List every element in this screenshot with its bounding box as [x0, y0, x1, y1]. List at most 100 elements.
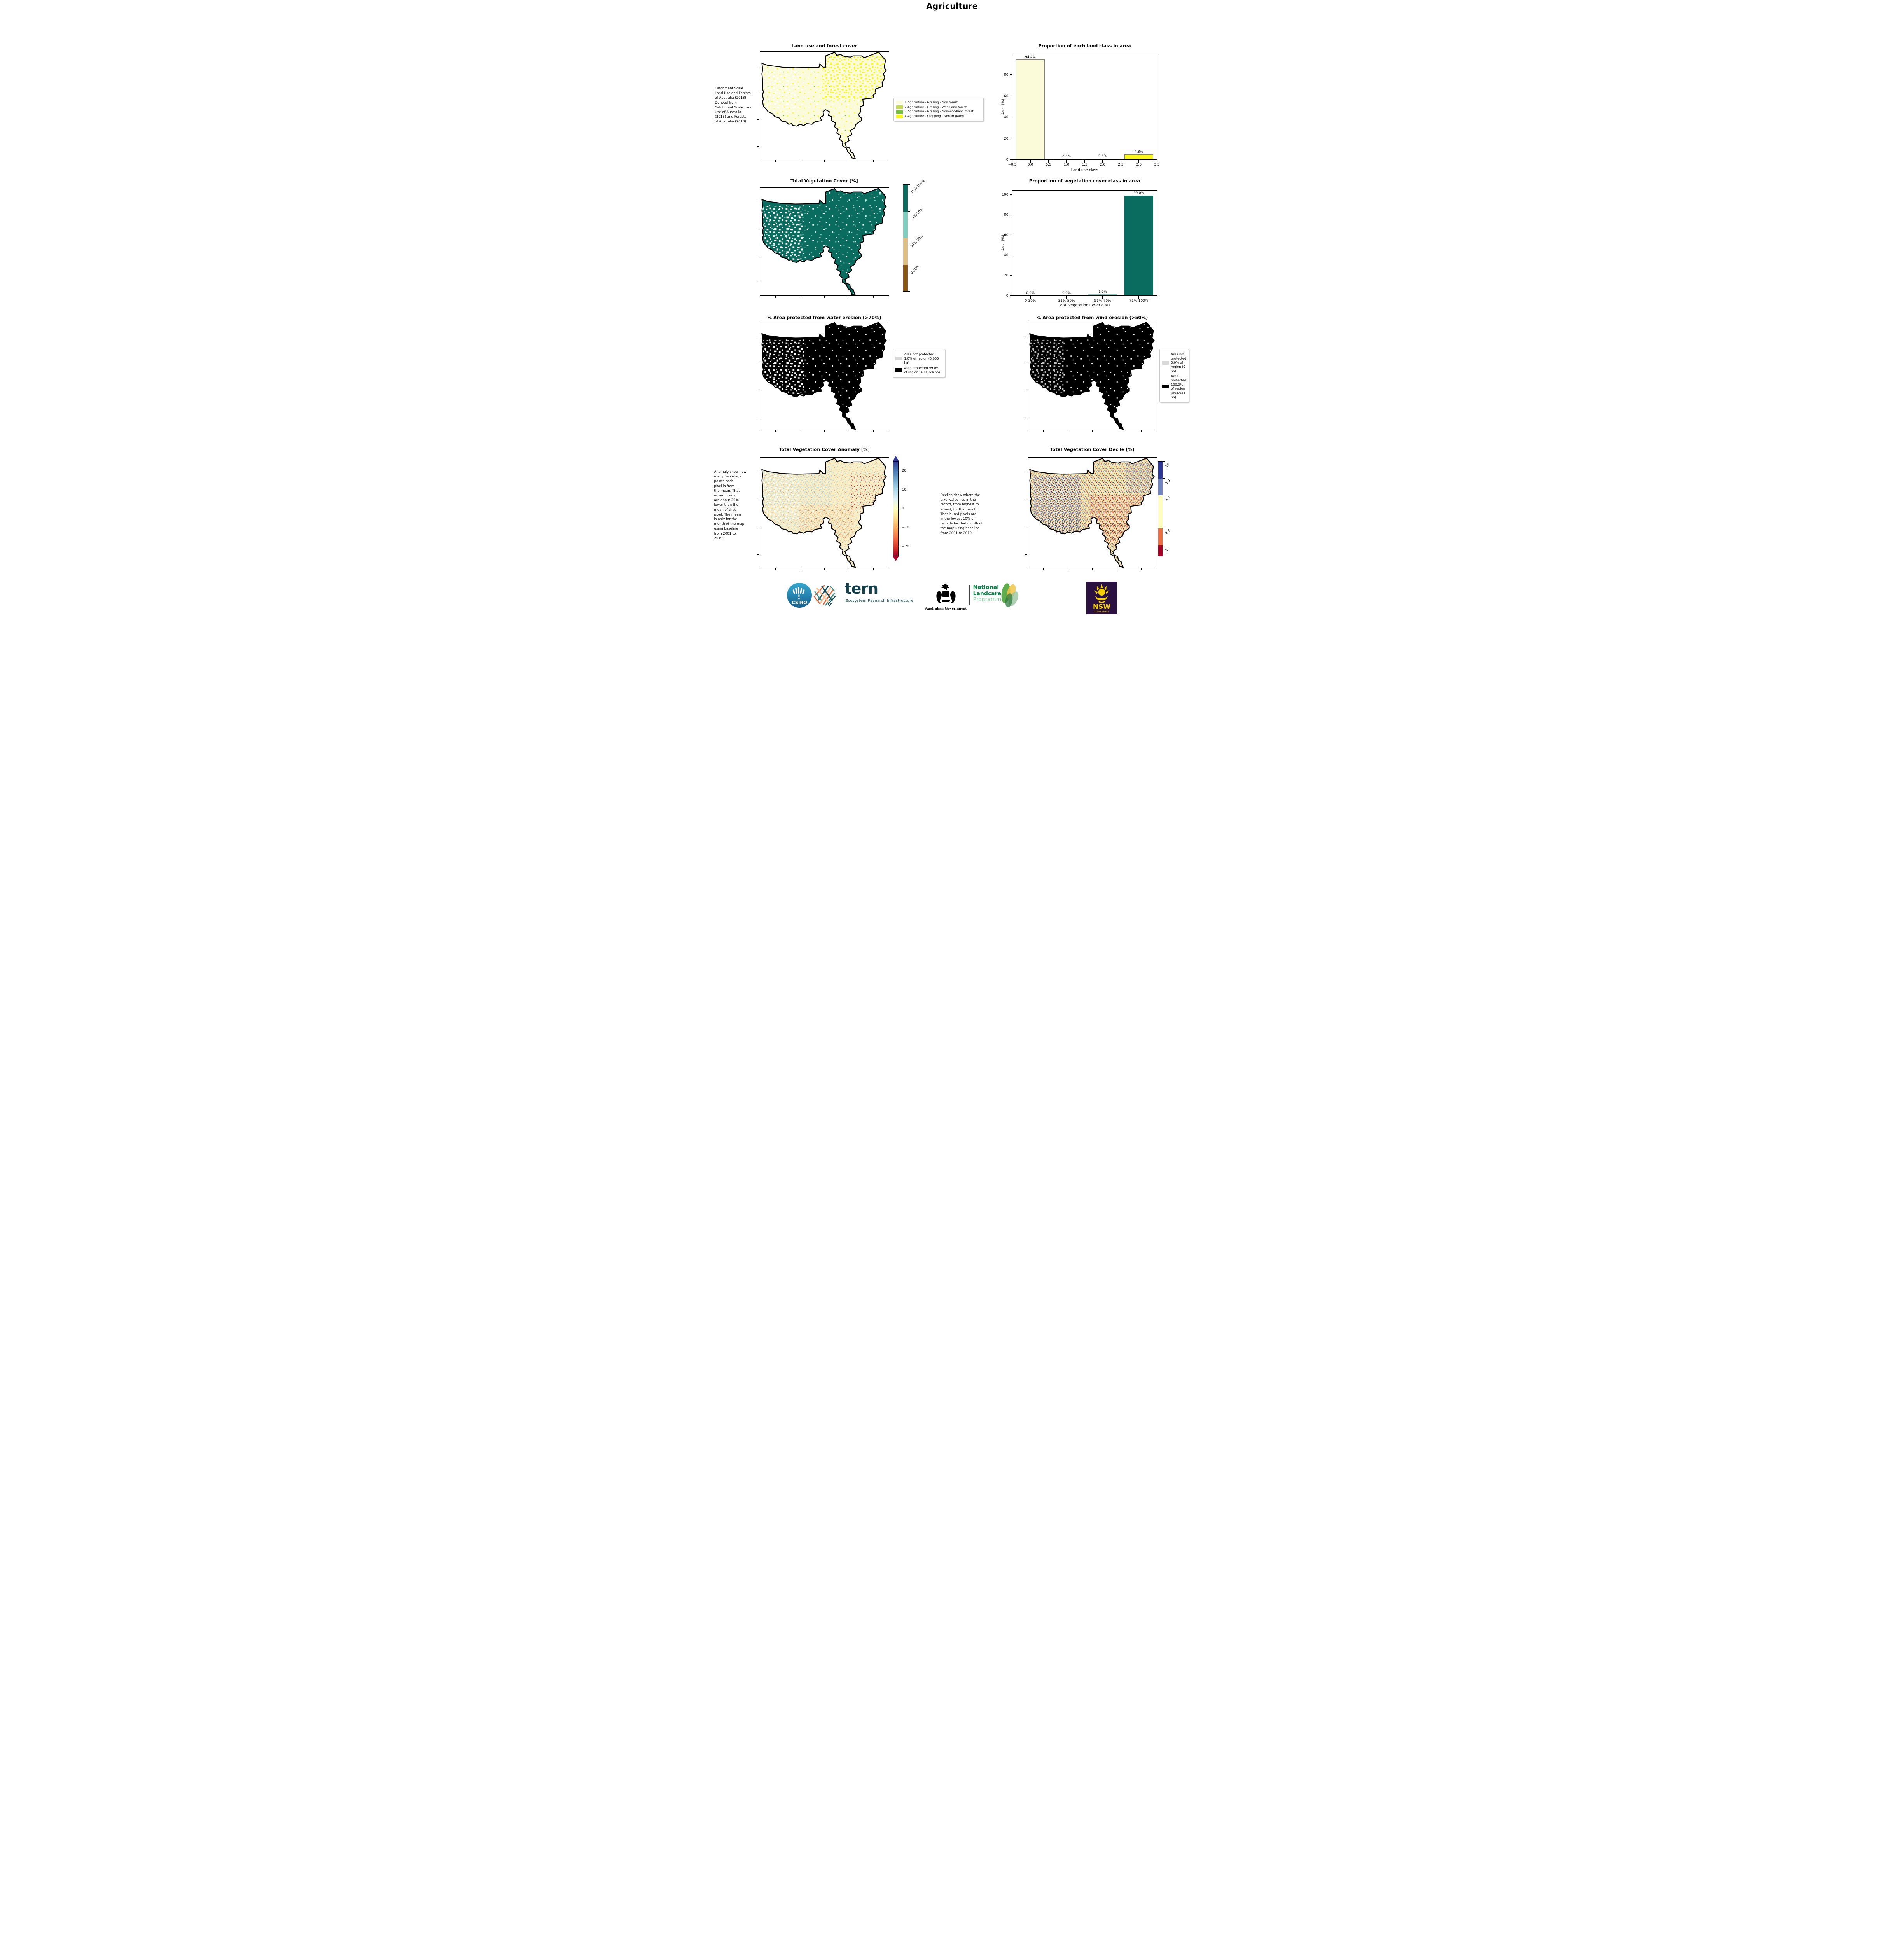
x-tick-label: 71%-100%: [1129, 299, 1149, 303]
legend-item: Area protected 99.0% of region (499,974 …: [895, 366, 942, 374]
map-x-tick: [1092, 568, 1093, 570]
x-tick-label: 3.5: [1154, 163, 1160, 167]
veg-colorbar-label: 0-30%: [909, 264, 920, 275]
legend-item: Area protected 100.0% of region (505,025…: [1162, 374, 1186, 399]
decile-map-svg: [1029, 458, 1155, 568]
legend-swatch: [896, 114, 903, 118]
anomaly-colorbar-label: 10: [902, 488, 906, 492]
x-tick-label: 1.5: [1082, 163, 1088, 167]
decile-colorbar-label: 2-3: [1164, 528, 1171, 535]
map-x-tick: [873, 430, 874, 432]
veg-colorbar-label: 71%-100%: [909, 179, 926, 195]
vegclass-chart-xlabel: Total Vegetation Cover class: [1058, 303, 1111, 308]
map-x-tick: [1043, 430, 1044, 432]
legend-swatch: [896, 105, 903, 109]
veg-map-svg: [761, 188, 887, 295]
landcare-line1: National: [973, 584, 999, 591]
y-tick: [1009, 194, 1012, 195]
map-x-tick: [775, 430, 776, 432]
map-x-tick: [1043, 568, 1044, 570]
x-tick: [1066, 160, 1067, 163]
legend-swatch: [1162, 360, 1169, 365]
landclass-chart-title: Proportion of each land class in area: [1038, 43, 1131, 49]
anomaly-map-svg: [761, 458, 887, 568]
tern-logo-subtitle: Ecosystem Research Infrastructure: [845, 599, 914, 603]
australian-government-crest: [936, 583, 956, 603]
x-tick-label: 0.5: [1046, 163, 1051, 167]
anomaly-colorbar-label: 20: [902, 469, 906, 473]
y-tick: [1009, 275, 1012, 276]
bar: [1016, 59, 1045, 159]
anomaly-map: [757, 457, 889, 570]
legend-item: 2 Agriculture - Grazing - Woodland fores…: [896, 105, 981, 109]
map-y-tick: [1025, 554, 1027, 555]
colorbar-tick: [1163, 478, 1165, 479]
vegclass-bar-chart: 0 20 40 60 80 100 0.0% 0.0% 1.0% 99.0% 0-30% 31%-50…: [1002, 190, 1157, 303]
colorbar-tick: [908, 291, 910, 292]
decile-note: Deciles show where the pixel value lies …: [940, 493, 983, 535]
veg-map: [757, 187, 889, 298]
x-tick-label: 0.0: [1027, 163, 1033, 167]
colorbar-tick: [1163, 461, 1165, 462]
legend-swatch: [895, 368, 902, 372]
decile-colorbar-label: 10: [1164, 462, 1170, 469]
decile-colorbar-seg: [1158, 495, 1163, 528]
landuse-map: [757, 51, 889, 162]
bar-value-label: 1.0%: [1098, 290, 1107, 294]
map-x-tick: [824, 160, 825, 162]
colorbar-tick: [908, 184, 910, 185]
csiro-logo-text: CSIRO: [792, 600, 807, 605]
landcare-logo-text: National Landcare Programme: [973, 584, 1005, 603]
legend-label: Area protected 99.0% of region (499,974 …: [904, 365, 940, 374]
australian-government-text: Australian Government: [925, 607, 967, 611]
map-x-tick: [873, 160, 874, 162]
tern-logo-text: tern: [844, 580, 879, 597]
landclass-bar-chart: 0 20 40 60 80 94.4% 0.3% 0.6% 4.8% −0.5 0.0 0.5 1.0 1…: [1004, 54, 1160, 167]
landuse-map-svg: [761, 52, 887, 159]
x-tick-label: 51%-70%: [1094, 299, 1111, 303]
map-y-tick: [757, 554, 759, 555]
legend-item: 1 Agriculture - Grazing - Non forest: [896, 101, 981, 105]
map-x-tick: [873, 568, 874, 570]
legend-label: 1 Agriculture - Grazing - Non forest: [904, 101, 958, 104]
legend-swatch: [896, 101, 903, 105]
decile-colorbar-seg: [1158, 462, 1163, 479]
bar-value-label: 94.4%: [1025, 55, 1036, 59]
logo-divider: [969, 585, 970, 605]
x-tick-label: 31%-50%: [1058, 299, 1075, 303]
x-tick-label: 2.5: [1118, 163, 1124, 167]
anomaly-colorbar-label: −10: [902, 526, 909, 530]
wind-legend: Area not protected 0.0% of region (0 ha)…: [1159, 349, 1189, 403]
bar: [1088, 294, 1117, 295]
x-tick: [1102, 160, 1103, 163]
y-tick-label: 80: [1004, 73, 1009, 77]
nsw-logo-subtext: GOVERNMENT: [1094, 611, 1110, 613]
logo-footer: CSIRO tern Ecosystem Research Infrastruc…: [714, 580, 1190, 614]
veg-colorbar-label: 51%-70%: [909, 207, 924, 222]
anomaly-note: Anomaly show how many percetage points e…: [714, 470, 747, 540]
landcare-logo-leaves: [1001, 583, 1018, 607]
bar-value-label: 99.0%: [1133, 191, 1144, 195]
bar-value-label: 0.0%: [1062, 291, 1071, 295]
landcare-line2: Landcare: [973, 590, 1002, 597]
nsw-logo-text: NSW: [1093, 603, 1110, 611]
y-tick: [1009, 74, 1012, 75]
legend-item: Area not protected 1.0% of region (5,050…: [895, 352, 942, 365]
map-x-tick: [1141, 430, 1142, 432]
map-x-tick: [775, 160, 776, 162]
y-tick-label: 0: [1006, 158, 1009, 162]
y-tick-label: 100: [1002, 193, 1009, 197]
map-y-tick: [757, 119, 759, 120]
decile-colorbar-seg: [1158, 528, 1163, 545]
veg-colorbar-seg: [903, 211, 908, 238]
legend-swatch: [1162, 385, 1169, 389]
veg-colorbar: [902, 184, 908, 292]
y-tick-label: 0: [1006, 294, 1009, 298]
legend-item: 4 Agriculture - Cropping - Non-irrigated: [896, 114, 981, 118]
x-tick-label: −0.5: [1008, 163, 1017, 167]
veg-colorbar-label: 31%-50%: [909, 234, 924, 248]
water-map-title: % Area protected from water erosion (>70…: [767, 315, 881, 320]
map-x-tick: [824, 430, 825, 432]
map-x-tick: [824, 568, 825, 570]
legend-label: Area protected 100.0% of region (505,025…: [1171, 374, 1187, 399]
